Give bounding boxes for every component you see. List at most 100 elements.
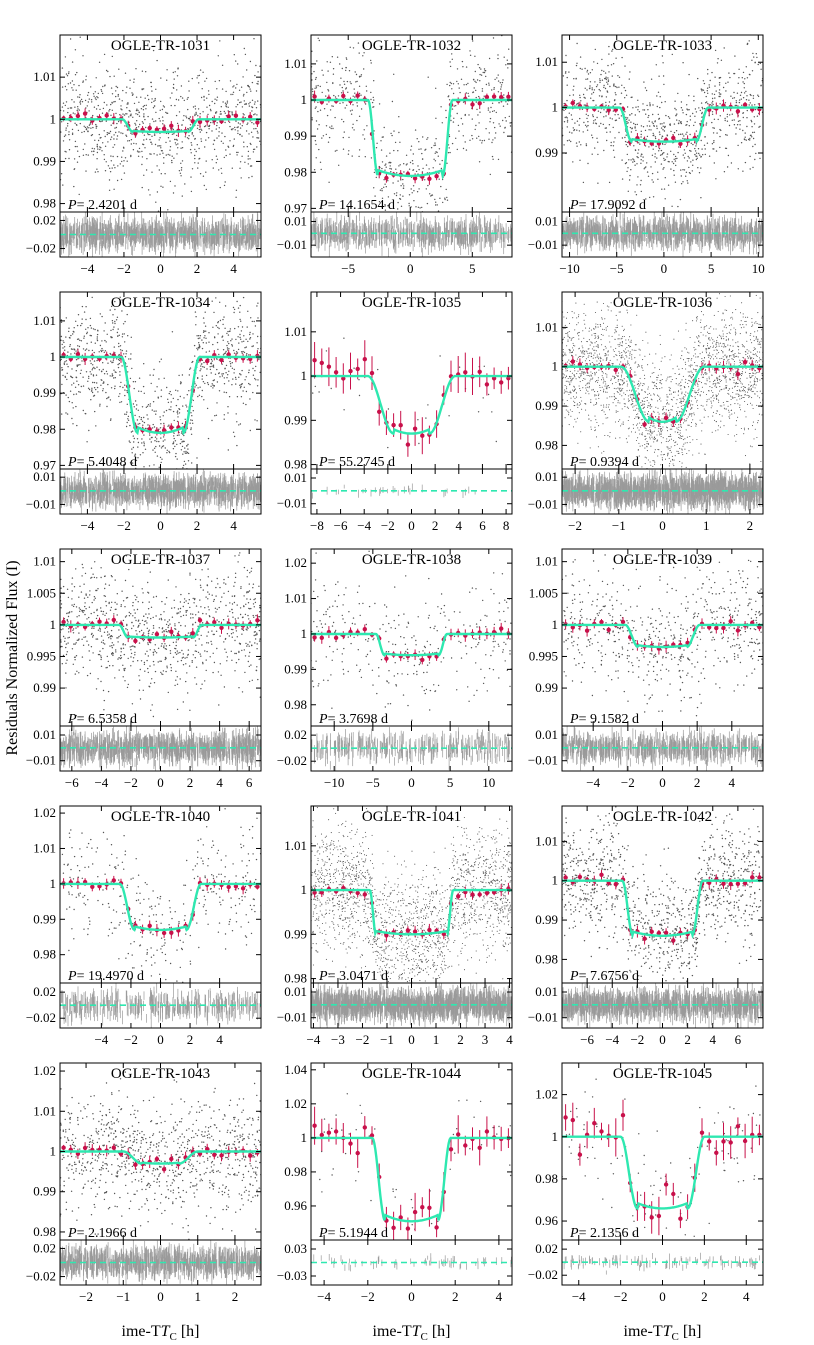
raw-point — [90, 117, 92, 119]
raw-point — [425, 188, 427, 190]
raw-point — [224, 112, 226, 114]
raw-point — [135, 143, 137, 145]
raw-point — [113, 101, 115, 103]
raw-point — [628, 179, 631, 181]
raw-point — [147, 133, 149, 136]
raw-point — [433, 158, 435, 160]
raw-point — [154, 143, 157, 146]
raw-point — [722, 86, 725, 89]
raw-point — [624, 162, 627, 165]
binned-point — [477, 101, 482, 106]
raw-point — [197, 162, 199, 164]
raw-point — [355, 73, 358, 76]
raw-point — [342, 136, 344, 139]
raw-point — [326, 61, 328, 63]
raw-point — [340, 77, 342, 79]
raw-point — [201, 129, 203, 131]
raw-point — [125, 135, 128, 137]
raw-point — [489, 173, 491, 176]
raw-point — [249, 158, 251, 160]
raw-point — [698, 152, 700, 155]
raw-point — [176, 75, 179, 77]
raw-point — [576, 42, 578, 45]
raw-point — [565, 71, 567, 73]
raw-point — [191, 77, 193, 80]
raw-point — [257, 71, 259, 73]
raw-point — [458, 87, 460, 89]
raw-point — [465, 66, 468, 68]
raw-point — [253, 128, 255, 130]
raw-point — [441, 159, 443, 162]
raw-point — [229, 111, 231, 113]
raw-point — [65, 101, 68, 103]
raw-point — [733, 97, 736, 99]
raw-point — [718, 84, 721, 86]
raw-point — [737, 82, 739, 85]
raw-point — [364, 156, 366, 158]
raw-point — [701, 148, 703, 150]
raw-point — [742, 129, 744, 132]
raw-point — [332, 127, 334, 130]
raw-point — [225, 154, 227, 157]
raw-point — [94, 91, 97, 93]
raw-point — [189, 148, 192, 151]
raw-point — [701, 111, 703, 114]
raw-point — [706, 90, 708, 92]
raw-point — [628, 78, 630, 80]
raw-point — [188, 135, 190, 137]
raw-point — [243, 146, 245, 148]
raw-point — [121, 116, 124, 118]
raw-point — [725, 90, 727, 92]
raw-point — [143, 134, 146, 136]
raw-point — [109, 130, 112, 133]
raw-point — [107, 70, 109, 73]
y-tick-label: 0.98 — [284, 164, 307, 179]
raw-point — [73, 84, 75, 86]
raw-point — [69, 82, 72, 84]
raw-point — [482, 71, 484, 74]
raw-point — [456, 68, 459, 70]
raw-point — [605, 96, 608, 98]
raw-point — [595, 104, 597, 106]
raw-point — [145, 71, 147, 73]
raw-point — [630, 131, 633, 133]
raw-point — [373, 99, 375, 101]
raw-point — [650, 166, 652, 168]
raw-point — [662, 62, 664, 64]
raw-point — [630, 169, 632, 171]
raw-point — [150, 85, 153, 88]
raw-point — [351, 127, 354, 129]
raw-point — [627, 122, 629, 124]
raw-point — [739, 120, 741, 122]
raw-point — [356, 102, 358, 104]
raw-point — [635, 129, 637, 132]
raw-point — [624, 97, 626, 99]
raw-point — [111, 55, 114, 58]
raw-point — [740, 98, 742, 100]
binned-point — [434, 174, 439, 179]
raw-point — [652, 134, 654, 137]
raw-point — [745, 139, 747, 141]
raw-point — [640, 155, 642, 157]
raw-point — [379, 189, 382, 191]
raw-point — [688, 166, 690, 169]
raw-point — [245, 102, 247, 105]
raw-point — [345, 66, 347, 69]
raw-point — [375, 176, 377, 179]
raw-point — [757, 103, 760, 105]
raw-point — [587, 121, 589, 123]
raw-point — [439, 163, 441, 165]
raw-point — [224, 181, 226, 183]
raw-point — [131, 133, 133, 135]
raw-point — [116, 135, 119, 137]
raw-point — [626, 117, 629, 119]
raw-point — [331, 125, 333, 127]
raw-point — [216, 99, 218, 101]
raw-point — [212, 122, 214, 124]
raw-point — [685, 175, 687, 177]
raw-point — [110, 155, 112, 157]
raw-point — [85, 154, 87, 156]
raw-point — [169, 149, 171, 151]
raw-point — [756, 115, 759, 117]
raw-point — [397, 208, 399, 210]
